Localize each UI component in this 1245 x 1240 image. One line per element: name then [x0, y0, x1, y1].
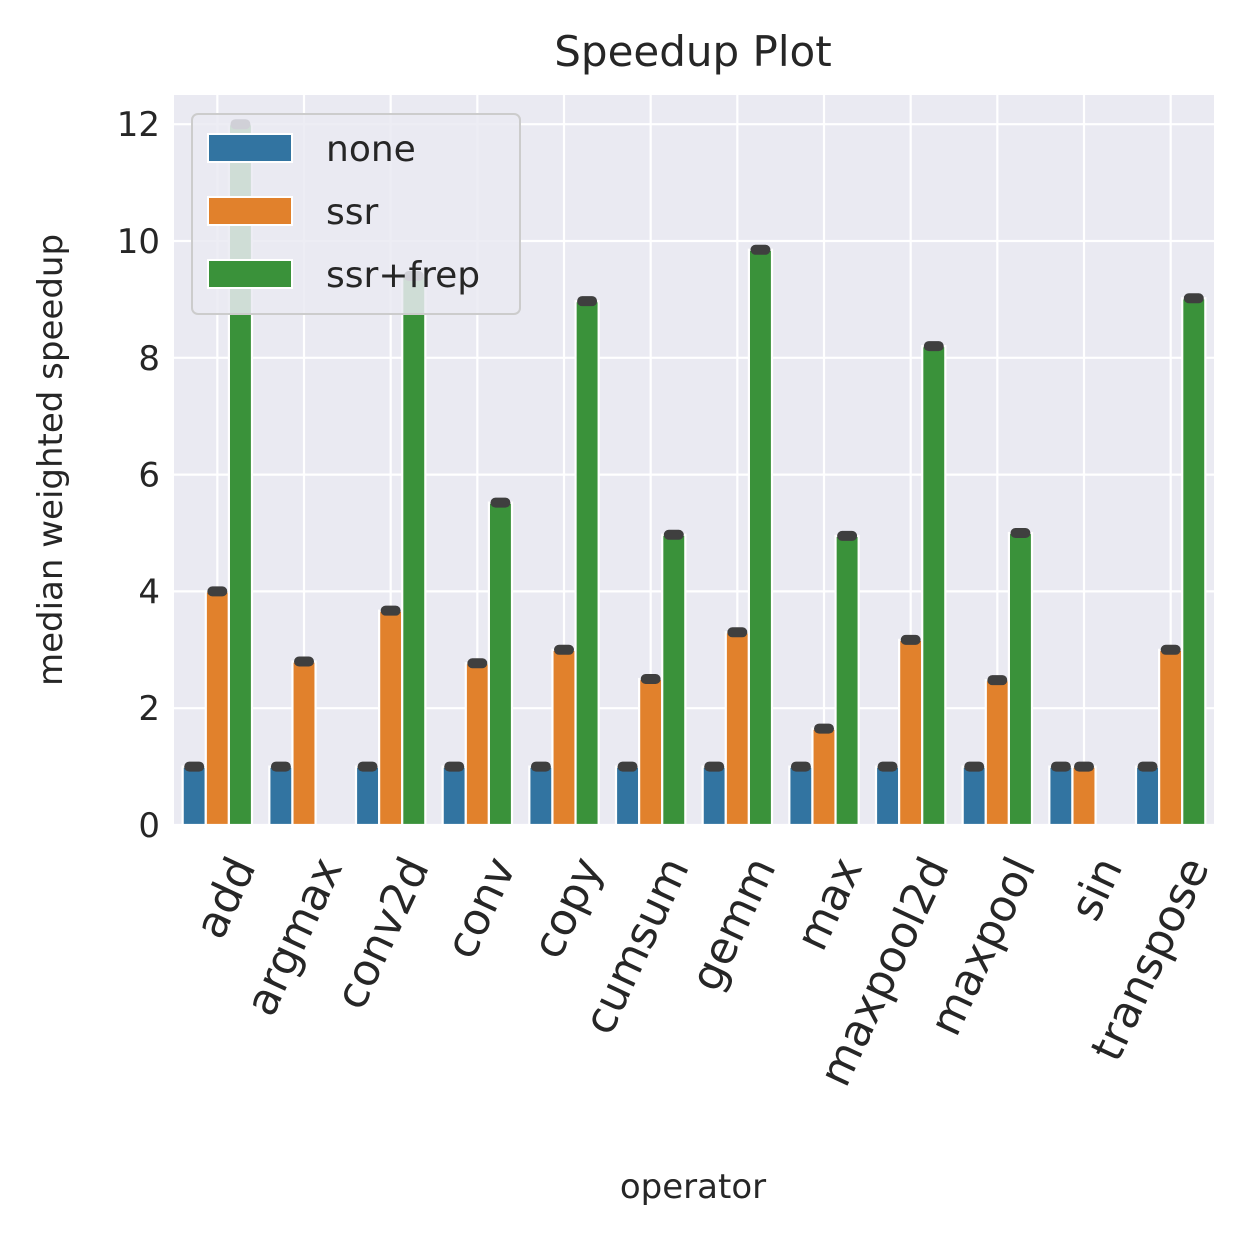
- bar-ssr-maxpool: [984, 679, 1010, 827]
- bar-none-conv2d: [354, 765, 381, 827]
- x-axis-label: operator: [620, 1167, 766, 1207]
- bar-ssr+frep-conv2d: [401, 274, 427, 827]
- bar-ssr+frep-cumsum: [661, 533, 687, 827]
- bar-ssr+frep-maxpool: [1007, 531, 1034, 827]
- y-tick-labels: 0 2 4 6 8 10 12: [117, 105, 160, 846]
- bar-ssr+frep-max: [834, 534, 860, 827]
- bar-ssr-conv2d: [378, 609, 404, 827]
- y-tick-label: 0: [138, 806, 160, 846]
- bar-ssr-argmax: [291, 660, 317, 827]
- legend-swatch-ssr: [207, 196, 293, 226]
- bar-none-maxpool2d: [874, 765, 901, 827]
- bar-ssr-sin: [1071, 765, 1097, 827]
- bar-ssr+frep-copy: [574, 300, 600, 827]
- bar-none-conv: [441, 765, 467, 827]
- bar-none-sin: [1048, 765, 1074, 827]
- bar-ssr-max: [811, 727, 837, 827]
- legend-swatch-none: [207, 133, 293, 163]
- y-axis-label: median weighted speedup: [31, 234, 71, 686]
- bar-none-maxpool: [961, 765, 987, 827]
- x-tick-label-add: add: [185, 850, 266, 947]
- bar-ssr-gemm: [724, 631, 750, 827]
- legend: none ssr ssr+frep: [191, 113, 521, 315]
- bar-ssr+frep-gemm: [747, 248, 774, 827]
- bar-ssr-cumsum: [638, 677, 664, 827]
- bar-none-max: [788, 765, 814, 827]
- bar-ssr-transpose: [1158, 648, 1184, 827]
- y-tick-label: 6: [138, 456, 160, 496]
- bar-none-transpose: [1134, 765, 1161, 827]
- bar-none-argmax: [268, 765, 294, 827]
- y-tick-label: 8: [138, 339, 160, 379]
- y-tick-label: 2: [138, 689, 160, 729]
- bar-ssr+frep-transpose: [1181, 297, 1207, 827]
- bar-ssr-conv: [464, 662, 490, 827]
- bar-ssr-copy: [551, 648, 577, 827]
- bar-ssr+frep-maxpool2d: [921, 345, 947, 827]
- bar-none-copy: [528, 765, 554, 827]
- legend-label-ssr: ssr: [326, 192, 379, 233]
- chart-title: Speedup Plot: [554, 27, 831, 76]
- x-tick-label-max: max: [786, 850, 873, 958]
- bar-ssr+frep-conv: [487, 501, 514, 827]
- bar-none-cumsum: [614, 765, 641, 827]
- bar-none-gemm: [701, 765, 727, 827]
- x-tick-label-conv: conv: [436, 850, 527, 967]
- bar-none-add: [181, 765, 207, 827]
- y-tick-label: 10: [117, 222, 160, 262]
- x-tick-label-copy: copy: [522, 850, 613, 967]
- x-tick-label-sin: sin: [1060, 850, 1133, 929]
- legend-label-none: none: [326, 129, 416, 170]
- bar-ssr-maxpool2d: [898, 638, 924, 827]
- y-tick-label: 4: [138, 572, 160, 612]
- bar-ssr-add: [204, 590, 230, 827]
- y-tick-label: 12: [117, 105, 160, 145]
- legend-swatch-ssr+frep: [207, 259, 293, 289]
- legend-label-ssr+frep: ssr+frep: [326, 255, 480, 296]
